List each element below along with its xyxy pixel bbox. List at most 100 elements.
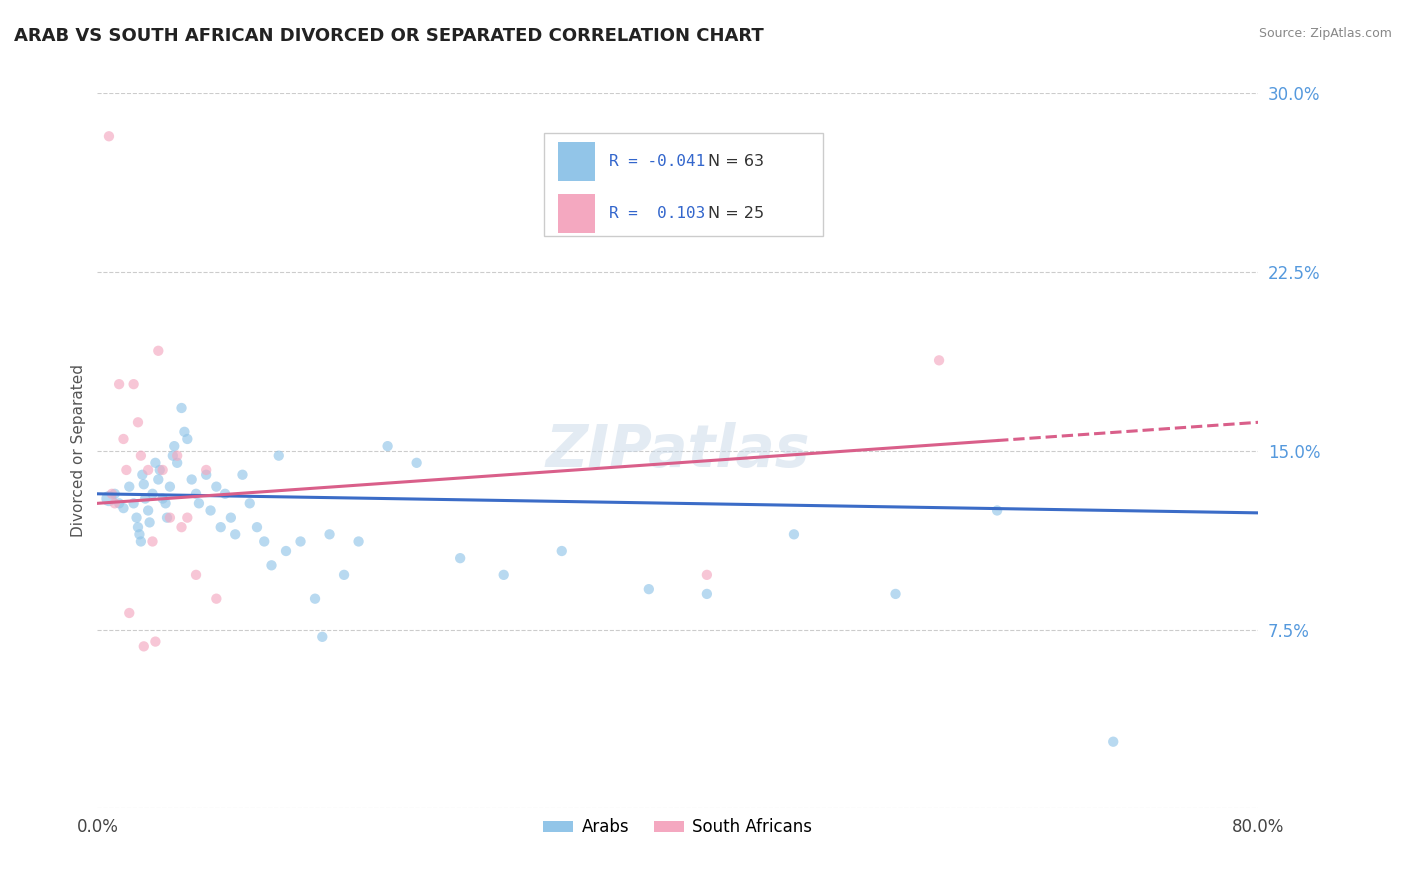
Point	[122, 496, 145, 510]
Point	[449, 551, 471, 566]
Point	[159, 510, 181, 524]
Point	[132, 477, 155, 491]
Point	[205, 591, 228, 606]
Point	[159, 480, 181, 494]
Point	[141, 534, 163, 549]
Point	[184, 567, 207, 582]
Point	[141, 487, 163, 501]
Point	[195, 467, 218, 482]
Point	[162, 449, 184, 463]
Point	[551, 544, 574, 558]
Point	[112, 501, 135, 516]
Point	[246, 520, 269, 534]
Point	[176, 510, 198, 524]
Point	[180, 473, 202, 487]
Point	[637, 582, 659, 596]
Point	[253, 534, 276, 549]
Point	[97, 491, 120, 506]
FancyBboxPatch shape	[544, 133, 823, 236]
Point	[267, 449, 290, 463]
FancyBboxPatch shape	[558, 142, 595, 181]
Point	[125, 510, 148, 524]
Point	[104, 496, 127, 510]
Point	[290, 534, 312, 549]
Text: N = 25: N = 25	[709, 206, 765, 221]
Point	[166, 449, 188, 463]
Point	[195, 463, 218, 477]
Point	[187, 496, 209, 510]
Text: R = -0.041: R = -0.041	[609, 154, 706, 169]
Point	[148, 473, 170, 487]
Point	[377, 439, 399, 453]
Point	[200, 503, 222, 517]
Point	[145, 456, 167, 470]
Point	[224, 527, 246, 541]
Point	[118, 480, 141, 494]
Point	[986, 503, 1008, 517]
Point	[108, 377, 131, 392]
Point	[118, 606, 141, 620]
Point	[163, 439, 186, 453]
Point	[318, 527, 340, 541]
Point	[405, 456, 427, 470]
FancyBboxPatch shape	[558, 194, 595, 234]
Point	[347, 534, 370, 549]
Point	[214, 487, 236, 501]
Y-axis label: Divorced or Separated: Divorced or Separated	[72, 365, 86, 537]
Point	[173, 425, 195, 439]
Point	[231, 467, 253, 482]
Point	[129, 534, 152, 549]
Point	[127, 520, 149, 534]
Point	[166, 456, 188, 470]
Point	[219, 510, 242, 524]
Point	[176, 432, 198, 446]
Point	[136, 463, 159, 477]
Point	[696, 587, 718, 601]
Point	[138, 516, 160, 530]
Point	[132, 640, 155, 654]
Text: N = 63: N = 63	[709, 154, 763, 169]
Point	[170, 520, 193, 534]
Point	[104, 487, 127, 501]
Point	[696, 567, 718, 582]
Legend: Arabs, South Africans: Arabs, South Africans	[537, 812, 820, 843]
Text: ZIPatlas: ZIPatlas	[546, 423, 810, 479]
Point	[152, 491, 174, 506]
Point	[239, 496, 262, 510]
Point	[152, 463, 174, 477]
Point	[170, 401, 193, 415]
Point	[205, 480, 228, 494]
Point	[131, 467, 153, 482]
Point	[122, 377, 145, 392]
Text: ARAB VS SOUTH AFRICAN DIVORCED OR SEPARATED CORRELATION CHART: ARAB VS SOUTH AFRICAN DIVORCED OR SEPARA…	[14, 27, 763, 45]
Point	[184, 487, 207, 501]
Point	[1102, 735, 1125, 749]
Point	[492, 567, 515, 582]
Point	[155, 496, 177, 510]
Point	[209, 520, 232, 534]
Point	[274, 544, 297, 558]
Point	[260, 558, 283, 573]
Point	[127, 415, 149, 429]
Point	[136, 503, 159, 517]
Point	[134, 491, 156, 506]
Text: Source: ZipAtlas.com: Source: ZipAtlas.com	[1258, 27, 1392, 40]
Point	[149, 463, 172, 477]
Point	[108, 496, 131, 510]
Point	[101, 487, 124, 501]
Text: R =  0.103: R = 0.103	[609, 206, 706, 221]
Point	[928, 353, 950, 368]
Point	[311, 630, 333, 644]
Point	[128, 527, 150, 541]
Point	[115, 463, 138, 477]
Point	[145, 634, 167, 648]
Point	[112, 432, 135, 446]
Point	[884, 587, 907, 601]
Point	[97, 129, 120, 144]
Point	[783, 527, 806, 541]
Point	[304, 591, 326, 606]
Point	[129, 449, 152, 463]
Point	[156, 510, 179, 524]
Point	[148, 343, 170, 358]
Point	[333, 567, 356, 582]
